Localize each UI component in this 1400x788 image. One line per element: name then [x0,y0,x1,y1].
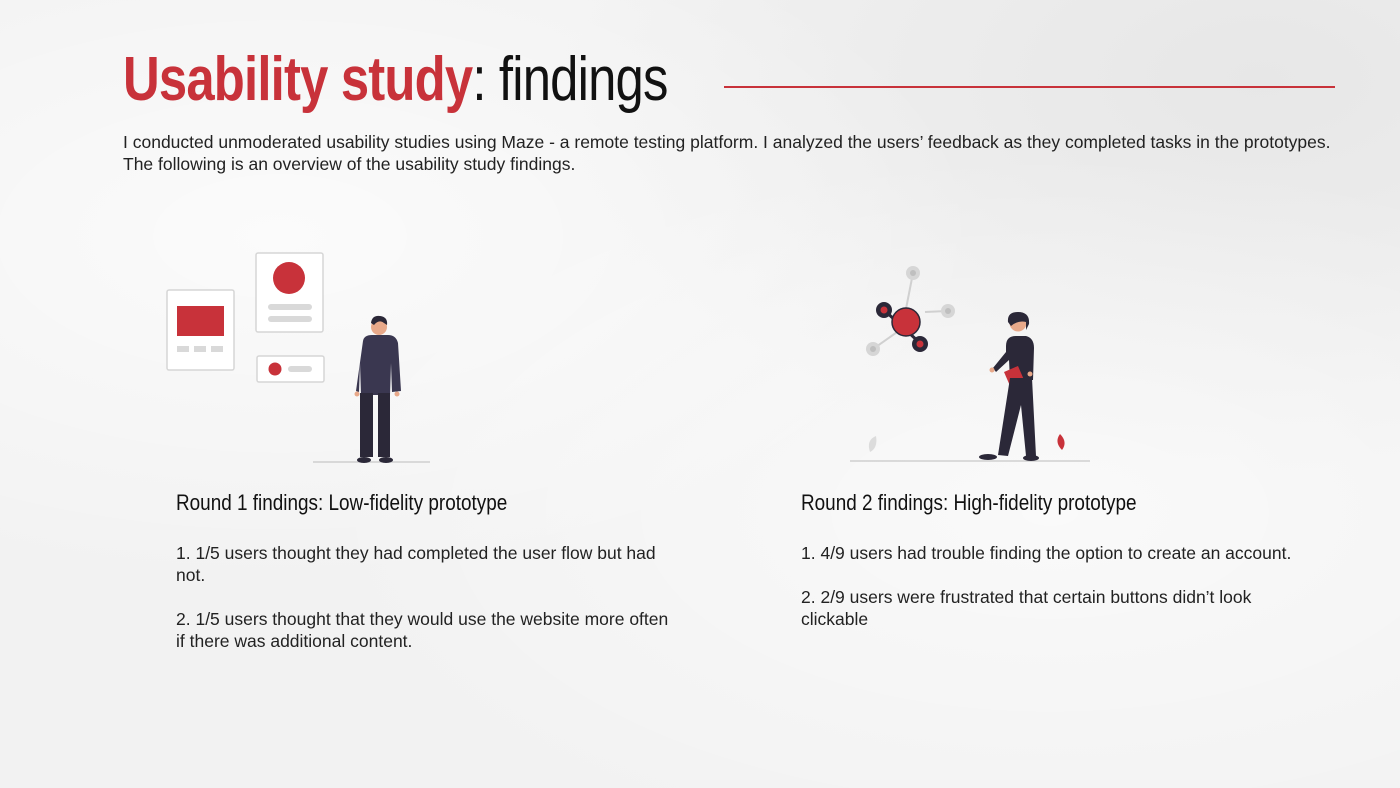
person-with-network-nodes-illustration [840,260,1100,470]
person-viewing-wireframes-illustration [160,245,440,470]
round-1-findings-list: 1. 1/5 users thought they had completed … [176,542,676,674]
round-2-title: Round 2 findings: High-fidelity prototyp… [801,490,1137,515]
intro-paragraph: I conducted unmoderated usability studie… [123,132,1331,174]
page-title-accent: Usability study [123,45,473,114]
round-2-findings-list: 1. 4/9 users had trouble finding the opt… [801,542,1301,652]
round-1-finding-1: 1. 1/5 users thought they had completed … [176,543,656,585]
round-2-finding-1: 1. 4/9 users had trouble finding the opt… [801,543,1292,563]
round-1-finding-2: 2. 1/5 users thought that they would use… [176,609,669,651]
page-title-rest: : findings [472,45,668,114]
round-2-finding-2: 2. 2/9 users were frustrated that certai… [801,587,1252,629]
round-1-title: Round 1 findings: Low-fidelity prototype [176,490,508,515]
page-title: Usability study: findings [123,40,668,120]
title-divider [724,86,1335,88]
